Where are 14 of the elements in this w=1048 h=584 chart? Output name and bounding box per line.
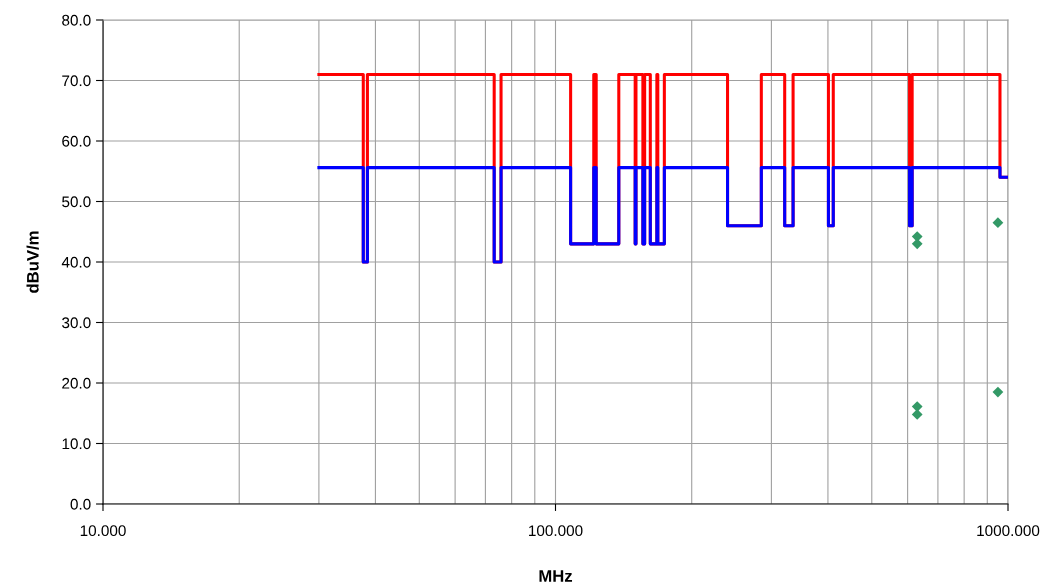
y-tick-label: 60.0 bbox=[62, 135, 91, 147]
x-tick-label: 10.000 bbox=[80, 525, 126, 537]
y-tick-label: 40.0 bbox=[61, 256, 91, 268]
x-axis-title: MHz bbox=[539, 570, 573, 582]
x-tick-label: 100.000 bbox=[529, 525, 583, 537]
y-tick-label: 30.0 bbox=[62, 317, 91, 329]
y-tick-label: 50.0 bbox=[62, 196, 91, 208]
x-tick-label: 1000.000 bbox=[977, 525, 1040, 537]
y-tick-label: 20.0 bbox=[62, 377, 91, 389]
y-tick-label: 80.0 bbox=[62, 14, 91, 26]
y-tick-label: 0.0 bbox=[70, 498, 91, 510]
y-tick-label: 10.0 bbox=[62, 438, 91, 450]
y-axis-title: dBuV/m bbox=[26, 231, 39, 293]
y-tick-label: 70.0 bbox=[62, 75, 91, 87]
